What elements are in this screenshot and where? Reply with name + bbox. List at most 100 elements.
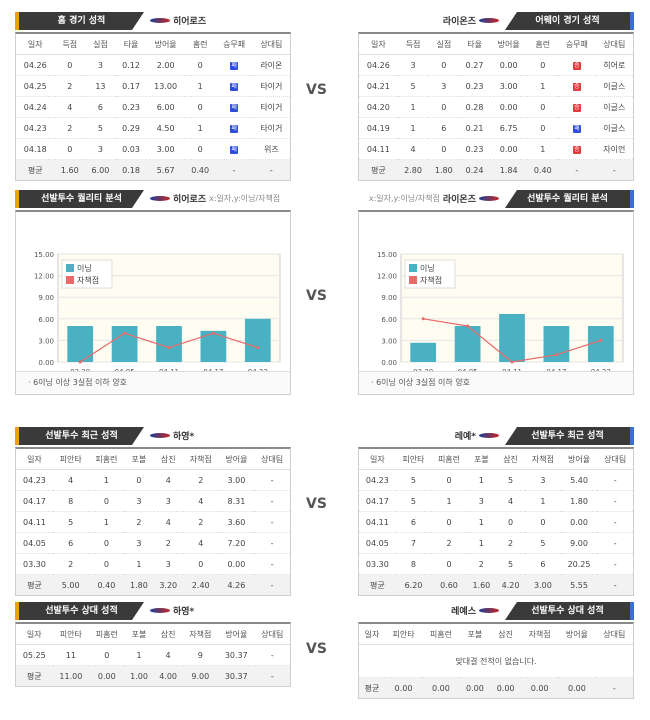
average-cell: 1.80 (428, 159, 460, 180)
table-cell: 6 (395, 511, 432, 533)
table-cell: 4 (397, 138, 429, 160)
table-cell: - (254, 553, 290, 575)
column-header: 피안타 (52, 624, 90, 645)
er-point (78, 360, 82, 364)
table-cell: 0 (428, 138, 460, 160)
table-cell: 패 (215, 138, 253, 160)
table-cell: 5 (395, 469, 432, 491)
average-cell: 1.60 (466, 574, 496, 595)
inning-bar (244, 318, 271, 362)
table-cell: 6.75 (489, 117, 528, 139)
average-cell: 평균 (359, 677, 385, 698)
home-record-table: 일자 득점 실점 타율 방어율 홈런 승무패 상대팀 04.26 0 3 0.12 2.00 0 패 라이온 0… (16, 34, 290, 180)
table-cell: 3.00 (489, 75, 528, 97)
table-cell: - (597, 532, 633, 554)
table-cell: 0 (431, 469, 467, 491)
away-record-title: 어웨이 경기 성적 (505, 12, 634, 30)
table-cell: 1 (124, 553, 154, 575)
recent-title: 선발투수 최근 성적 (15, 427, 144, 445)
legend-er-swatch (409, 276, 417, 284)
column-header: 방어율 (218, 624, 255, 645)
table-cell: 04.05 (16, 532, 53, 554)
inning-bar (156, 326, 182, 362)
column-header: 피홈런 (431, 449, 467, 470)
table-cell: 승 (558, 138, 596, 160)
table-cell: 0 (527, 54, 559, 76)
y-tick-label: 0.00 (381, 359, 397, 367)
table-row: 04.23 5 0 1 5 3 5.40- (359, 469, 633, 491)
table-cell: 패 (215, 96, 253, 118)
table-cell: 2 (153, 532, 183, 554)
table-cell: 3 (397, 54, 429, 76)
column-header: 자책점 (182, 449, 219, 470)
team-logo-icon (150, 433, 170, 438)
table-cell: 5 (52, 511, 89, 533)
table-cell: 2 (182, 469, 219, 491)
table-row: 04.26 0 3 0.12 2.00 0 패 라이온 (16, 54, 290, 76)
team-logo-icon (150, 196, 170, 201)
table-cell: 4 (495, 490, 526, 512)
column-header: 포볼 (459, 624, 491, 645)
er-point (510, 360, 514, 364)
table-cell: - (597, 511, 633, 533)
table-cell: 2 (182, 511, 219, 533)
quality-note: · 6이닝 이상 3실점 이하 양호 (16, 371, 290, 394)
table-cell: 0.00 (489, 96, 528, 118)
y-tick-label: 6.00 (381, 316, 397, 324)
away-quality-panel: x:일자,y:이닝/자책점 라이온즈 선발투수 퀄리티 분석 0.00 3.00 6.… (358, 190, 634, 395)
column-header: 상대팀 (595, 34, 633, 55)
home-record-title: 홈 경기 성적 (15, 12, 144, 30)
table-cell: 2 (54, 75, 86, 97)
table-cell: 4 (153, 469, 183, 491)
loss-badge: 패 (230, 104, 239, 112)
win-badge: 승 (572, 62, 581, 70)
table-cell: - (254, 644, 290, 666)
table-cell: 04.17 (359, 490, 396, 512)
er-point (256, 346, 260, 350)
table-cell: 1 (397, 117, 429, 139)
table-cell: 0 (88, 553, 125, 575)
table-cell: 9 (182, 644, 218, 666)
table-cell: 0 (54, 138, 86, 160)
table-cell: - (254, 511, 290, 533)
average-cell: 0.40 (88, 574, 125, 595)
table-cell: 0 (89, 644, 125, 666)
table-cell: 1 (466, 511, 496, 533)
er-point (466, 324, 470, 328)
table-cell: 5 (395, 490, 432, 512)
inning-bar (410, 342, 437, 362)
table-cell: 3.60 (218, 511, 255, 533)
home-pitcher-name: 하영* (150, 429, 194, 442)
win-badge: 승 (572, 104, 581, 112)
y-tick-label: 0.00 (38, 359, 54, 367)
average-row: 평균 6.20 0.60 1.60 4.20 3.00 5.55- (359, 574, 633, 595)
table-row: 04.26 3 0 0.27 0.00 0 승 히어로 (359, 54, 633, 76)
away-record-panel: 라이온즈 어웨이 경기 성적 일자 득점 실점 타율 방어율 홈런 승무패 상대팀 04.26 3… (358, 12, 634, 181)
average-cell: 4.26 (218, 574, 255, 595)
table-cell: 5 (525, 532, 561, 554)
table-cell: 13.00 (146, 75, 185, 97)
table-cell: 3 (153, 553, 183, 575)
table-cell: 1 (527, 138, 559, 160)
average-cell: 평균 (359, 574, 396, 595)
column-header: 포볼 (124, 624, 154, 645)
loss-badge: 패 (230, 125, 239, 133)
average-cell: 0.24 (459, 159, 490, 180)
column-header: 일자 (359, 624, 385, 645)
loss-badge: 패 (572, 125, 581, 133)
table-cell: 2 (54, 117, 86, 139)
inning-bar (499, 313, 525, 362)
table-cell: 5.40 (560, 469, 598, 491)
column-header: 일자 (359, 449, 396, 470)
column-header: 상대팀 (254, 449, 290, 470)
inning-bar (111, 326, 138, 362)
average-row: 평균 11.00 0.00 1.00 4.00 9.00 30.37- (16, 665, 290, 686)
table-cell: 3 (153, 490, 183, 512)
legend-box (61, 259, 113, 289)
average-row: 평균 5.00 0.40 1.80 3.20 2.40 4.26- (16, 574, 290, 595)
column-header: 삼진 (153, 449, 183, 470)
home-pitcher-recent-table: 일자 피안타 피홈런 포볼 삼진 자책점 방어율 상대팀 04.23 4 1 0 4 2 3.00-04.1… (16, 449, 290, 595)
average-cell: - (595, 159, 633, 180)
table-cell: 3 (85, 54, 116, 76)
average-cell: 0.00 (558, 677, 596, 698)
